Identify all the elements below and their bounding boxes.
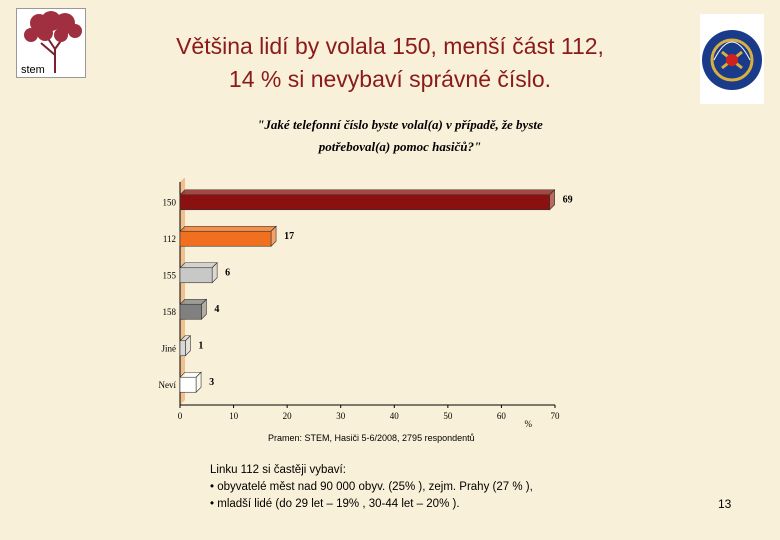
source-note: Pramen: STEM, Hasiči 5-6/2008, 2795 resp… [268,433,475,443]
data-label: 69 [563,194,573,205]
category-label: Jiné [162,343,177,353]
data-label: 3 [209,377,214,388]
chart-title: "Jaké telefonní číslo byste volal(a) v p… [200,114,600,158]
x-tick-label: 60 [497,411,507,421]
category-label: Neví [159,380,177,390]
bar-top-face [179,262,218,269]
notes: Linku 112 si častěji vybaví: • obyvatelé… [210,462,533,513]
page-number: 13 [718,497,732,511]
stem-logo-text: stem [21,64,45,76]
x-tick-label: 70 [551,411,561,421]
data-label: 1 [198,340,203,351]
bar-top-face [179,225,277,232]
title-line-2: 14 % si nevybaví správné číslo. [228,66,552,92]
notes-item: • obyvatelé měst nad 90 000 obyv. (25% )… [210,481,533,493]
x-tick-label: 40 [390,411,400,421]
x-tick-label: 0 [178,411,183,421]
chart-title-line-2: potřeboval(a) pomoc hasičů?" [318,139,482,154]
bar [179,230,272,247]
notes-heading: Linku 112 si častěji vybaví: [210,464,346,476]
bar [179,376,197,393]
chart-axis-wall [180,178,185,405]
x-tick-label: 10 [229,411,239,421]
stem-logo: stem [16,8,86,78]
stem-tree-logo-icon: stem [21,11,82,76]
x-tick-label: 30 [336,411,346,421]
fire-rescue-emblem-icon [700,14,764,104]
x-tick-label: 50 [443,411,453,421]
bar-top-face [179,189,556,196]
data-label: 6 [225,267,230,278]
x-tick-label: 20 [283,411,293,421]
category-label: 158 [163,307,177,317]
category-label: 150 [163,197,177,207]
fire-rescue-emblem [700,14,764,104]
data-label: 17 [284,231,294,242]
chart-title-line-1: "Jaké telefonní číslo byste volal(a) v p… [257,117,543,132]
bar [179,267,213,284]
category-label: 155 [163,270,177,280]
title-line-1: Většina lidí by volala 150, menší část 1… [176,33,604,59]
x-axis-unit: % [524,419,532,428]
bar [179,340,186,357]
category-label: 112 [163,234,176,244]
notes-item: • mladší lidé (do 29 let – 19% , 30-44 l… [210,498,460,510]
bar [179,194,550,211]
bar [179,303,202,320]
data-label: 4 [214,304,219,315]
page-title: Většina lidí by volala 150, menší část 1… [100,30,680,96]
